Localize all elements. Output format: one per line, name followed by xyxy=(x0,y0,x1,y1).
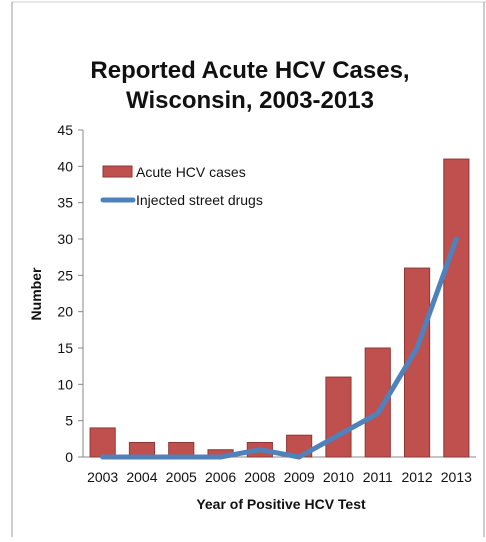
chart-title-line-2: Wisconsin, 2003-2013 xyxy=(126,87,374,114)
bar-2003 xyxy=(89,427,116,458)
y-axis-label: Number xyxy=(28,267,44,320)
x-tick-label: 2006 xyxy=(205,469,236,485)
line-point-2009 xyxy=(296,454,302,460)
line-injected-street-drugs xyxy=(100,236,459,460)
y-tick-label: 45 xyxy=(57,122,73,138)
bars-layer xyxy=(89,158,470,458)
chart-title-line-1: Reported Acute HCV Cases, xyxy=(90,57,409,84)
line-point-2006 xyxy=(218,454,224,460)
y-tick-label: 25 xyxy=(57,267,73,283)
line-point-2003 xyxy=(100,454,106,460)
x-tick-label: 2009 xyxy=(284,469,315,485)
x-tick-label: 2005 xyxy=(166,469,197,485)
x-tick-label: 2012 xyxy=(401,469,432,485)
x-tick-label: 2008 xyxy=(244,469,275,485)
x-tick-label: 2003 xyxy=(87,469,118,485)
legend-label-acute-hcv-cases: Acute HCV cases xyxy=(136,164,246,180)
x-tick-label: 2004 xyxy=(126,469,157,485)
y-tick-label: 20 xyxy=(57,304,73,320)
legend-swatch-acute-hcv-cases xyxy=(102,165,133,178)
y-tick-label: 10 xyxy=(57,376,73,392)
line-point-2013 xyxy=(453,236,459,242)
bar-2010 xyxy=(325,376,352,458)
y-tick-label: 30 xyxy=(57,231,73,247)
line-point-2004 xyxy=(139,454,145,460)
x-tick-label: 2011 xyxy=(363,469,393,485)
x-tick-label: 2010 xyxy=(323,469,354,485)
y-tick-label: 5 xyxy=(65,413,73,429)
legend-label-injected-street-drugs: Injected street drugs xyxy=(136,192,263,208)
legend: Acute HCV cases Injected street drugs xyxy=(100,164,263,208)
y-tick-label: 0 xyxy=(65,449,73,465)
line-point-2011 xyxy=(375,410,381,416)
line-point-2008 xyxy=(257,447,263,453)
bar-2013 xyxy=(443,158,470,458)
y-tick-label: 40 xyxy=(57,158,73,174)
y-tick-label: 15 xyxy=(57,340,73,356)
line-layer xyxy=(100,236,459,460)
x-tick-label: 2013 xyxy=(441,469,472,485)
y-ticks-layer: 0 5 10 15 20 25 30 35 40 45 xyxy=(57,122,83,465)
line-point-2005 xyxy=(178,454,184,460)
y-tick-label: 35 xyxy=(57,195,73,211)
line-point-2012 xyxy=(414,345,420,351)
line-point-2010 xyxy=(335,432,341,438)
x-ticks-layer: 2003 2004 2005 2006 2008 2009 2010 2011 2012 2013 xyxy=(87,469,472,485)
x-axis-label: Year of Positive HCV Test xyxy=(196,496,366,512)
